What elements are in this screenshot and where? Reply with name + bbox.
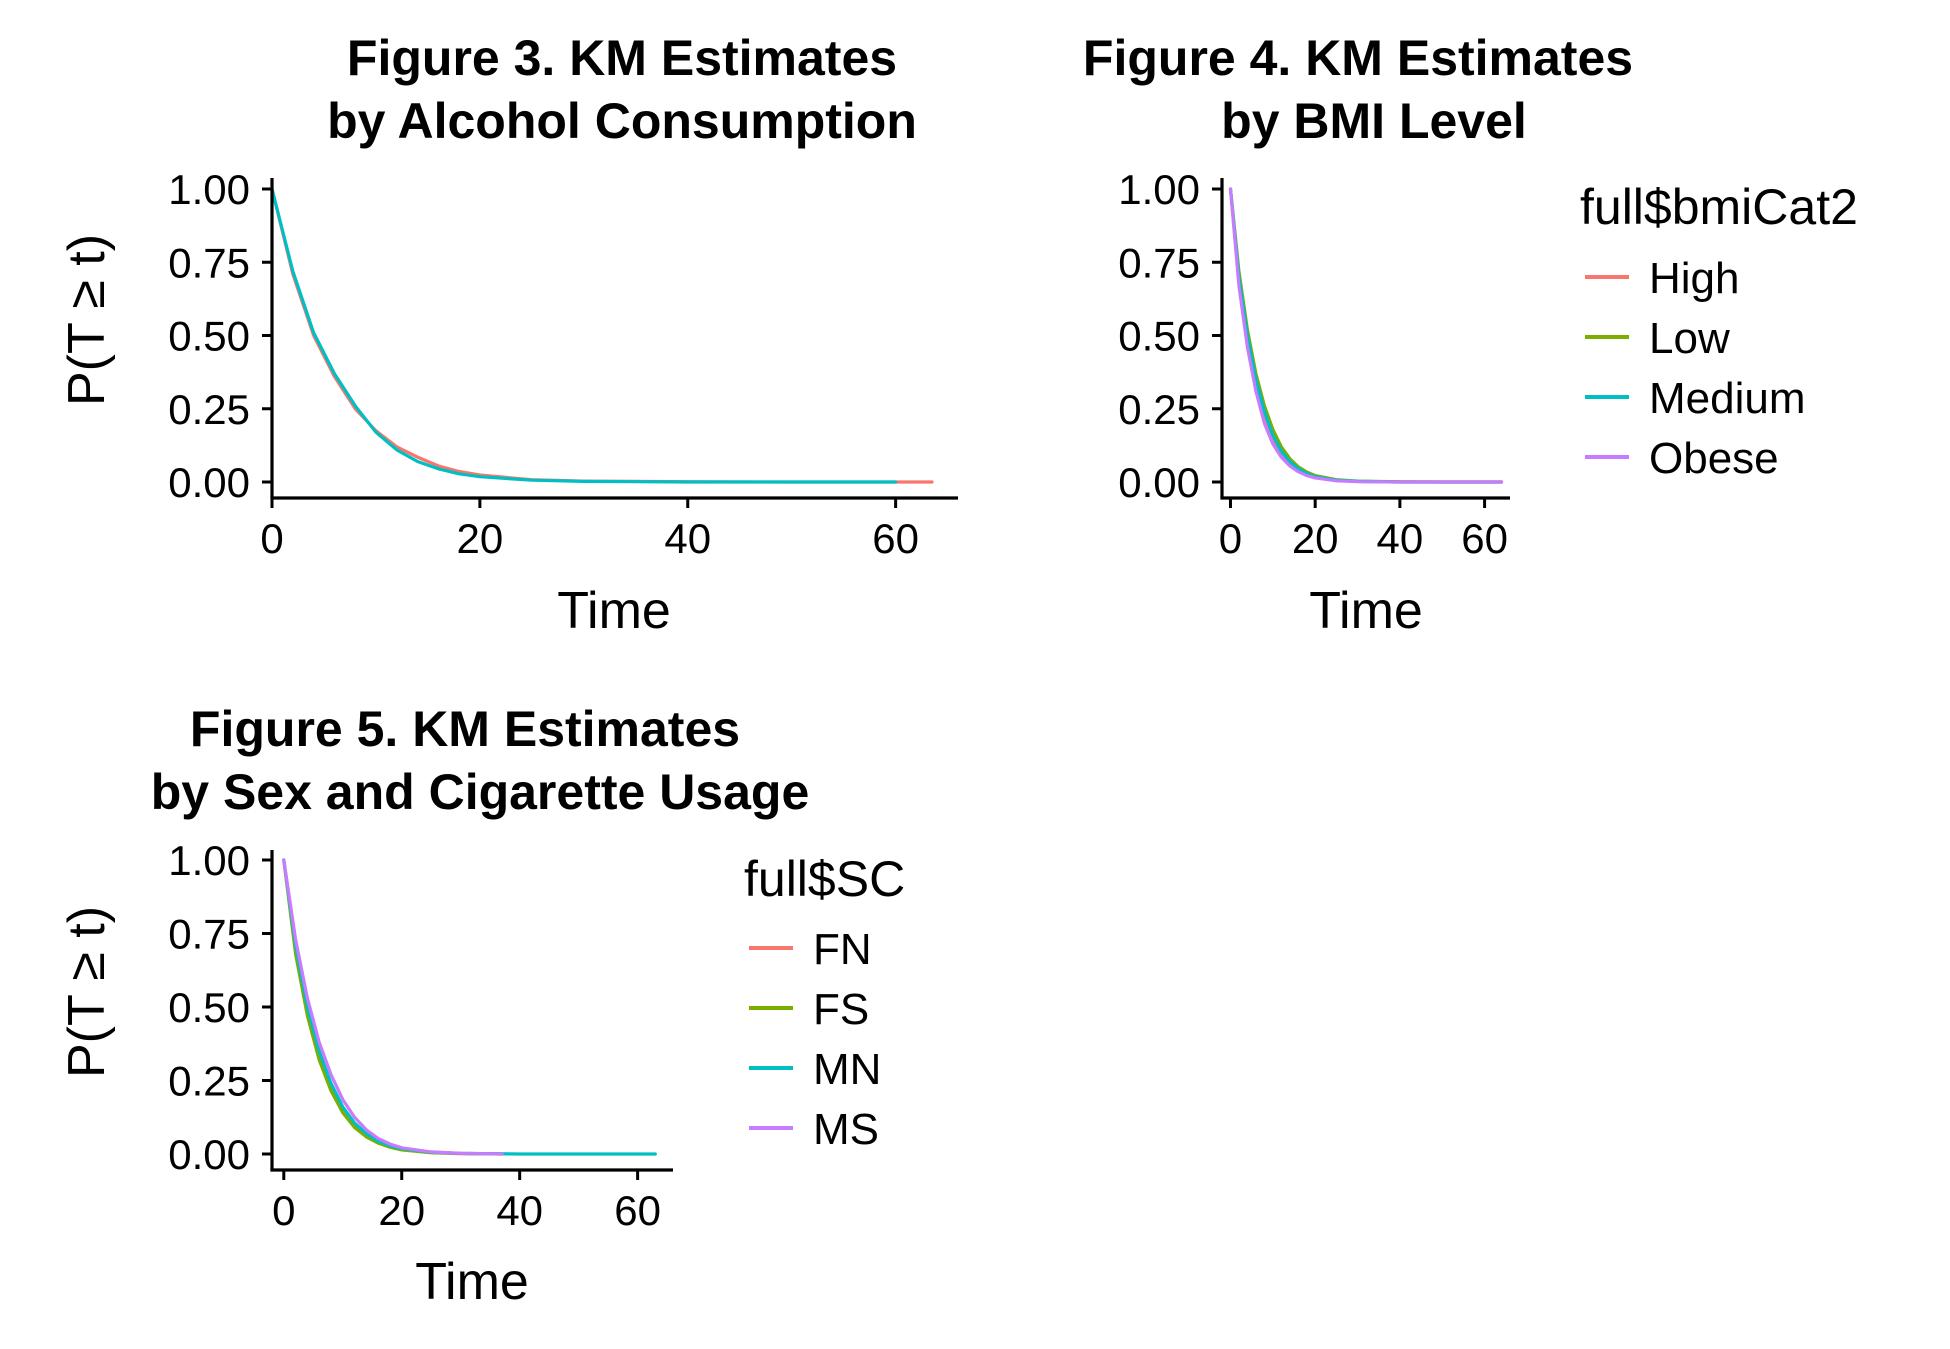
panel-alcohol-y-tick-label: 0.25	[168, 386, 250, 433]
panel-alcohol-y-tick-label: 0.50	[168, 313, 250, 360]
panel-bmi-x-tick-label: 0	[1219, 515, 1242, 562]
panel-bmi: Figure 4. KM Estimates by BMI Level Time…	[1083, 30, 1858, 640]
panel-sex-cigarette-y-tick-label: 0.50	[168, 984, 250, 1031]
panel-bmi-legend-label-obese: Obese	[1649, 434, 1779, 483]
panel-bmi-x-tick-label: 60	[1461, 515, 1508, 562]
panel-sex-cigarette-x-tick-label: 60	[614, 1187, 661, 1234]
panel-sex-cigarette-title-line1: Figure 5. KM Estimates	[190, 701, 740, 757]
panel-sex-cigarette-series-line-fs	[282, 858, 504, 1156]
panel-sex-cigarette-series	[282, 858, 657, 1156]
panel-alcohol-y-tick-label: 0.00	[168, 459, 250, 506]
panel-alcohol: Figure 3. KM Estimates by Alcohol Consum…	[58, 30, 958, 640]
panel-sex-cigarette-x-axis-label: Time	[415, 1253, 529, 1311]
panel-sex-cigarette-legend-label-fn: FN	[813, 925, 872, 974]
panel-bmi-x-tick-label: 40	[1377, 515, 1424, 562]
panel-bmi-legend-label-low: Low	[1649, 314, 1730, 363]
panel-alcohol-y-tick-label: 0.75	[168, 239, 250, 286]
panel-sex-cigarette-y-tick-label: 0.00	[168, 1131, 250, 1178]
panel-alcohol-x-axis-label: Time	[557, 582, 671, 640]
panel-bmi-y-tick-label: 0.25	[1118, 386, 1200, 433]
panel-bmi-legend: full$bmiCat2 High Low Medium Obese	[1580, 179, 1858, 483]
panel-alcohol-title-line1: Figure 3. KM Estimates	[347, 30, 897, 86]
panel-alcohol-y-axis-label: P(T ≥ t)	[58, 234, 116, 406]
panel-sex-cigarette-x-tick-label: 20	[378, 1187, 425, 1234]
panel-alcohol-x-ticks: 0 20 40 60	[260, 498, 919, 562]
panel-sex-cigarette-y-ticks: 0.00 0.25 0.50 0.75 1.00	[168, 837, 272, 1178]
panel-sex-cigarette-y-axis-label: P(T ≥ t)	[58, 906, 116, 1078]
panel-sex-cigarette-x-ticks: 0 20 40 60	[272, 1170, 661, 1234]
panel-sex-cigarette-legend-label-ms: MS	[813, 1105, 879, 1154]
panel-bmi-y-tick-label: 0.50	[1118, 313, 1200, 360]
panel-alcohol-y-ticks: 0.00 0.25 0.50 0.75 1.00	[168, 166, 272, 506]
panel-alcohol-y-tick-label: 1.00	[168, 166, 250, 213]
panel-sex-cigarette-legend-label-fs: FS	[813, 985, 869, 1034]
panel-sex-cigarette-y-tick-label: 0.25	[168, 1058, 250, 1105]
panel-sex-cigarette-legend: full$SC FN FS MN MS	[744, 851, 905, 1154]
panel-sex-cigarette-y-tick-label: 1.00	[168, 837, 250, 884]
panel-bmi-y-ticks: 0.00 0.25 0.50 0.75 1.00	[1118, 166, 1222, 506]
panel-bmi-series-line-obese	[1228, 187, 1504, 484]
panel-bmi-title-line2: by BMI Level	[1221, 93, 1527, 149]
panel-sex-cigarette-legend-title: full$SC	[744, 851, 905, 907]
panel-alcohol-x-tick-label: 60	[872, 515, 919, 562]
panel-alcohol-title-line2: by Alcohol Consumption	[327, 93, 917, 149]
panel-bmi-x-tick-label: 20	[1292, 515, 1339, 562]
panel-bmi-legend-label-medium: Medium	[1649, 374, 1806, 423]
panel-alcohol-x-tick-label: 40	[664, 515, 711, 562]
panel-sex-cigarette-series-line-fn	[282, 858, 504, 1156]
panel-sex-cigarette-legend-items: FN FS MN MS	[749, 925, 881, 1154]
panel-sex-cigarette-legend-label-mn: MN	[813, 1045, 881, 1094]
panel-alcohol-x-tick-label: 0	[260, 515, 283, 562]
panel-sex-cigarette-y-tick-label: 0.75	[168, 911, 250, 958]
panel-bmi-legend-title: full$bmiCat2	[1580, 179, 1858, 235]
panel-alcohol-x-tick-label: 20	[457, 515, 504, 562]
panel-alcohol-series-line-1	[270, 187, 934, 484]
panel-bmi-y-tick-label: 1.00	[1118, 166, 1200, 213]
panel-bmi-x-ticks: 0 20 40 60	[1219, 498, 1508, 562]
panel-sex-cigarette-x-tick-label: 0	[272, 1187, 295, 1234]
panel-sex-cigarette-x-tick-label: 40	[496, 1187, 543, 1234]
panel-alcohol-series-line-2	[270, 187, 898, 484]
panel-bmi-y-tick-label: 0.75	[1118, 239, 1200, 286]
panel-sex-cigarette-title-line2: by Sex and Cigarette Usage	[151, 764, 810, 820]
panel-bmi-y-tick-label: 0.00	[1118, 459, 1200, 506]
panel-bmi-title-line1: Figure 4. KM Estimates	[1083, 30, 1633, 86]
panel-alcohol-series	[270, 187, 934, 484]
panel-bmi-x-axis-label: Time	[1309, 582, 1423, 640]
panel-bmi-legend-label-high: High	[1649, 254, 1740, 303]
panel-bmi-legend-items: High Low Medium Obese	[1585, 254, 1806, 483]
panel-bmi-series	[1228, 187, 1504, 484]
panel-sex-cigarette: Figure 5. KM Estimates by Sex and Cigare…	[58, 701, 905, 1311]
panel-sex-cigarette-series-line-ms	[282, 858, 504, 1156]
